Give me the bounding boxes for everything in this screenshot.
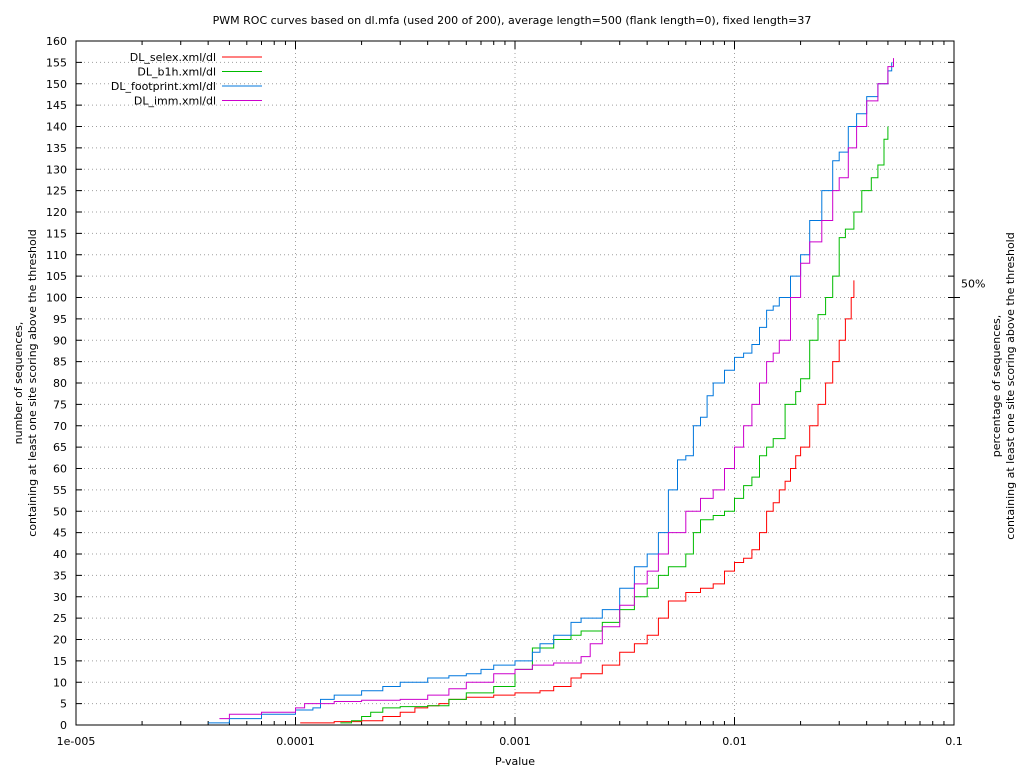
y2-axis-label-line1: percentage of sequences,: [990, 315, 1003, 457]
series-lines: [208, 58, 894, 724]
y-tick-label: 55: [53, 484, 67, 497]
y-axis-label-line1: number of sequences,: [12, 322, 25, 445]
y2-axis-label: percentage of sequences, containing at l…: [990, 232, 1017, 539]
series-line-3: [208, 62, 893, 724]
x-tick-label: 0.0001: [276, 735, 315, 748]
series-line-1: [300, 280, 855, 724]
series-line-4: [219, 58, 894, 720]
y-axis-label-line2: containing at least one site scoring abo…: [26, 229, 39, 536]
series-line-2: [340, 126, 889, 724]
y2-tick-label: 50%: [961, 278, 985, 291]
y-tick-label: 140: [46, 121, 67, 134]
plot-border: [75, 40, 955, 726]
y-tick-label: 130: [46, 163, 67, 176]
y-tick-label: 135: [46, 142, 67, 155]
y-tick-label: 30: [53, 591, 67, 604]
legend: DL_selex.xml/dl DL_b1h.xml/dlDL_footprint…: [111, 51, 262, 108]
y-tick-label: 100: [46, 292, 67, 305]
y-tick-label: 120: [46, 206, 67, 219]
x-tick-label: 0.1: [945, 735, 963, 748]
y-tick-label: 150: [46, 78, 67, 91]
y-tick-label: 35: [53, 569, 67, 582]
y2-axis-label-line2: containing at least one site scoring abo…: [1004, 232, 1017, 539]
y-tick-label: 0: [60, 719, 67, 732]
y-tick-label: 145: [46, 99, 67, 112]
y-tick-label: 45: [53, 527, 67, 540]
legend-label: DL_imm.xml/dl: [134, 95, 216, 108]
y-tick-label: 50: [53, 505, 67, 518]
y-tick-label: 40: [53, 548, 67, 561]
y-tick-label: 10: [53, 676, 67, 689]
y-tick-label: 110: [46, 249, 67, 262]
y-tick-label: 85: [53, 356, 67, 369]
y-tick-label: 75: [53, 398, 67, 411]
y-tick-label: 20: [53, 634, 67, 647]
y-tick-label: 25: [53, 612, 67, 625]
y-tick-label: 95: [53, 313, 67, 326]
legend-label: DL_b1h.xml/dl: [137, 66, 216, 79]
y-tick-label: 155: [46, 56, 67, 69]
y-axis-label: number of sequences, containing at least…: [12, 229, 39, 536]
x-axis-label: P-value: [495, 755, 535, 768]
y-tick-label: 105: [46, 270, 67, 283]
y-tick-label: 60: [53, 463, 67, 476]
legend-label: DL_selex.xml/dl: [130, 51, 216, 64]
y-tick-label: 15: [53, 655, 67, 668]
y-tick-label: 5: [60, 698, 67, 711]
legend-label: DL_footprint.xml/dl: [111, 80, 216, 93]
axes: 0 5 10 15 20 25 30 35 40 45 50 55 60 65 70 75 80 85 90 95 10…: [46, 35, 985, 748]
y-tick-label: 115: [46, 227, 67, 240]
x-tick-label: 1e-005: [57, 735, 96, 748]
y-tick-label: 90: [53, 334, 67, 347]
x-tick-label: 0.001: [499, 735, 531, 748]
grid: [76, 41, 954, 725]
y-tick-label: 70: [53, 420, 67, 433]
y-tick-label: 65: [53, 441, 67, 454]
chart-title: PWM ROC curves based on dl.mfa (used 200…: [213, 14, 812, 27]
x-tick-label: 0.01: [722, 735, 747, 748]
y-tick-label: 80: [53, 377, 67, 390]
y-tick-label: 125: [46, 185, 67, 198]
y-tick-label: 160: [46, 35, 67, 48]
